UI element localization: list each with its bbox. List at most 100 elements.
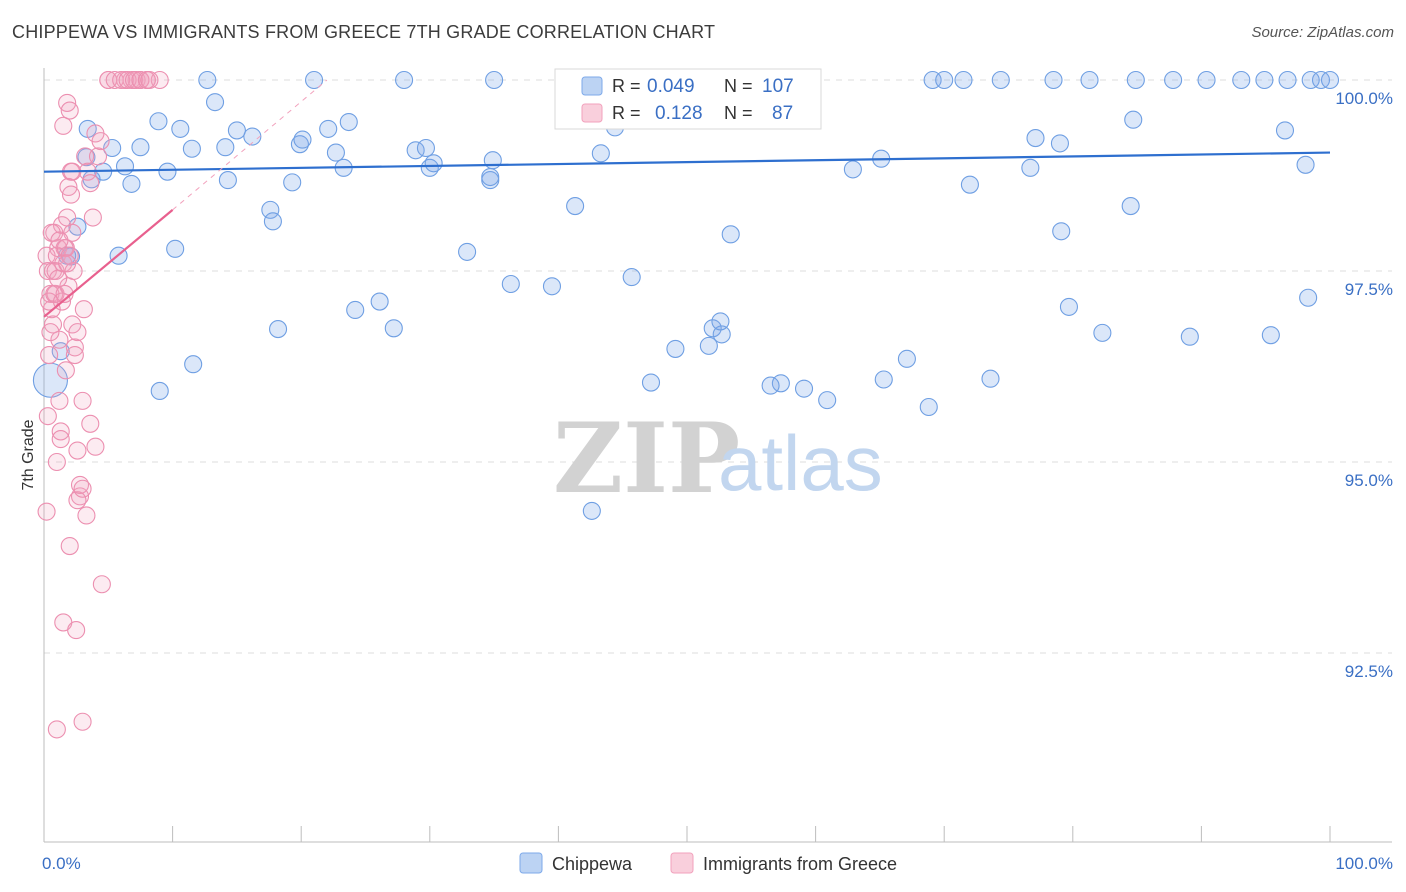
point-greece-70 xyxy=(105,70,124,90)
point-chippewa-27 xyxy=(591,144,610,163)
axes xyxy=(43,68,1392,843)
point-chippewa-31 xyxy=(721,225,740,244)
point-greece-76 xyxy=(140,70,159,90)
point-chippewa-66 xyxy=(283,173,302,192)
legend-r-value-chippewa: 0.049 xyxy=(647,76,695,97)
point-greece-86 xyxy=(74,300,93,319)
trend-line-greece-extension xyxy=(172,79,328,211)
point-greece-36 xyxy=(37,246,56,265)
point-chippewa-10 xyxy=(158,162,177,181)
legend-n-label-chippewa: N = xyxy=(724,76,753,96)
point-greece-72 xyxy=(118,70,137,90)
point-chippewa-67 xyxy=(269,320,288,339)
series-legend-label-chippewa: Chippewa xyxy=(552,854,633,874)
point-chippewa-105 xyxy=(198,70,217,90)
point-greece-11 xyxy=(51,422,70,441)
point-chippewa-18 xyxy=(319,119,338,138)
watermark-zip: ZIP xyxy=(553,402,740,515)
point-chippewa-70 xyxy=(218,171,237,190)
legend-n-label-greece: N = xyxy=(724,103,753,123)
point-greece-40 xyxy=(42,223,61,242)
point-greece-71 xyxy=(112,70,131,90)
point-chippewa-11 xyxy=(171,119,190,138)
legend-swatch-greece xyxy=(581,103,603,123)
point-chippewa-103 xyxy=(395,70,414,90)
point-chippewa-38 xyxy=(1026,129,1045,148)
point-chippewa-91 xyxy=(1164,70,1183,90)
point-chippewa-98 xyxy=(1320,70,1340,90)
point-chippewa-53 xyxy=(712,325,731,344)
point-greece-59 xyxy=(68,491,87,510)
legend-n-value-greece: 87 xyxy=(772,103,793,124)
point-chippewa-86 xyxy=(954,70,973,90)
point-greece-61 xyxy=(73,479,92,498)
trend-line-chippewa xyxy=(43,151,1331,173)
point-chippewa-51 xyxy=(874,370,893,389)
point-chippewa-50 xyxy=(960,175,979,194)
point-greece-27 xyxy=(86,437,105,456)
point-chippewa-8 xyxy=(131,138,150,157)
point-chippewa-63 xyxy=(384,319,403,338)
point-chippewa-30 xyxy=(703,319,722,338)
point-chippewa-46 xyxy=(1275,121,1295,140)
point-greece-80 xyxy=(67,621,86,640)
point-greece-45 xyxy=(49,269,68,288)
point-chippewa-72 xyxy=(150,381,169,400)
y-tick-label-1: 95.0% xyxy=(1345,471,1393,490)
point-greece-81 xyxy=(73,712,92,731)
point-greece-46 xyxy=(50,391,69,410)
point-greece-55 xyxy=(61,185,81,204)
point-chippewa-13 xyxy=(205,93,225,112)
series-legend-label-greece: Immigrants from Greece xyxy=(703,854,897,874)
point-chippewa-64 xyxy=(370,292,389,311)
point-chippewa-43 xyxy=(1261,326,1280,345)
point-chippewa-33 xyxy=(818,391,837,410)
point-chippewa-9 xyxy=(149,112,168,131)
point-chippewa-48 xyxy=(1121,197,1140,216)
point-chippewa-71 xyxy=(184,355,203,374)
point-chippewa-79 xyxy=(346,300,365,320)
point-chippewa-56 xyxy=(666,339,685,358)
legend-swatch-chippewa xyxy=(581,76,603,96)
point-chippewa-87 xyxy=(991,70,1010,90)
point-chippewa-49 xyxy=(1052,222,1071,241)
point-chippewa-29 xyxy=(641,373,661,392)
point-chippewa-95 xyxy=(1278,70,1297,90)
x-tick-label-1: 100.0% xyxy=(1335,854,1393,873)
point-chippewa-61 xyxy=(458,242,477,261)
point-greece-1 xyxy=(38,407,57,426)
point-chippewa-14 xyxy=(216,138,235,157)
point-chippewa-88 xyxy=(1044,70,1063,90)
point-chippewa-35 xyxy=(919,397,938,417)
point-chippewa-45 xyxy=(1296,155,1315,174)
series-legend-swatch-greece xyxy=(670,852,694,874)
point-greece-37 xyxy=(38,261,57,281)
point-chippewa-93 xyxy=(1232,70,1251,90)
point-chippewa-77 xyxy=(166,239,185,258)
point-greece-25 xyxy=(77,506,96,525)
point-chippewa-17 xyxy=(293,130,312,149)
point-chippewa-89 xyxy=(1080,70,1099,90)
point-chippewa-104 xyxy=(305,70,324,90)
point-greece-28 xyxy=(92,575,111,594)
point-greece-2 xyxy=(40,345,59,365)
point-chippewa-25 xyxy=(542,277,562,296)
point-greece-64 xyxy=(81,174,100,193)
point-greece-0 xyxy=(37,502,56,521)
gridlines xyxy=(44,79,1392,654)
point-greece-22 xyxy=(68,441,87,460)
chart-source: Source: ZipAtlas.com xyxy=(1251,24,1394,41)
point-greece-49 xyxy=(54,254,73,273)
point-greece-58 xyxy=(65,345,84,365)
point-chippewa-65 xyxy=(326,143,345,162)
point-chippewa-68 xyxy=(243,127,262,146)
point-chippewa-57 xyxy=(622,268,641,287)
point-chippewa-92 xyxy=(1197,70,1216,90)
trend-line-greece xyxy=(43,209,174,318)
point-chippewa-37 xyxy=(1021,158,1040,177)
legend-n-value-chippewa: 107 xyxy=(762,76,794,97)
y-tick-label-2: 97.5% xyxy=(1345,280,1393,299)
point-greece-8 xyxy=(47,452,66,472)
point-greece-83 xyxy=(58,254,77,273)
